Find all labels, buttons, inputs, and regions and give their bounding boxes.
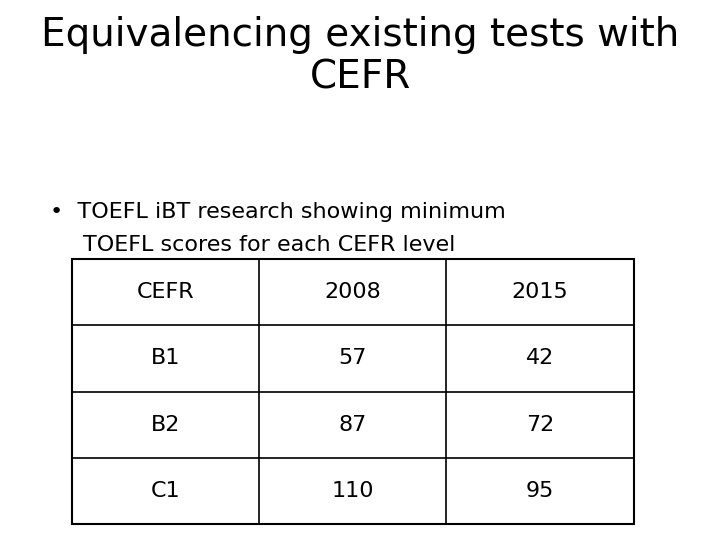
- Text: 57: 57: [338, 348, 367, 368]
- Text: 42: 42: [526, 348, 554, 368]
- Bar: [72, 259, 634, 524]
- Text: 110: 110: [331, 481, 374, 501]
- Text: •  TOEFL iBT research showing minimum: • TOEFL iBT research showing minimum: [50, 202, 506, 222]
- Text: 2015: 2015: [512, 282, 568, 302]
- Text: B2: B2: [151, 415, 180, 435]
- Text: 72: 72: [526, 415, 554, 435]
- Text: 95: 95: [526, 481, 554, 501]
- Text: 87: 87: [338, 415, 367, 435]
- Text: 2008: 2008: [325, 282, 381, 302]
- Text: C1: C1: [150, 481, 181, 501]
- Text: TOEFL scores for each CEFR level: TOEFL scores for each CEFR level: [83, 235, 455, 255]
- Text: CEFR: CEFR: [137, 282, 194, 302]
- Text: B1: B1: [151, 348, 180, 368]
- Text: Equivalencing existing tests with
CEFR: Equivalencing existing tests with CEFR: [41, 16, 679, 97]
